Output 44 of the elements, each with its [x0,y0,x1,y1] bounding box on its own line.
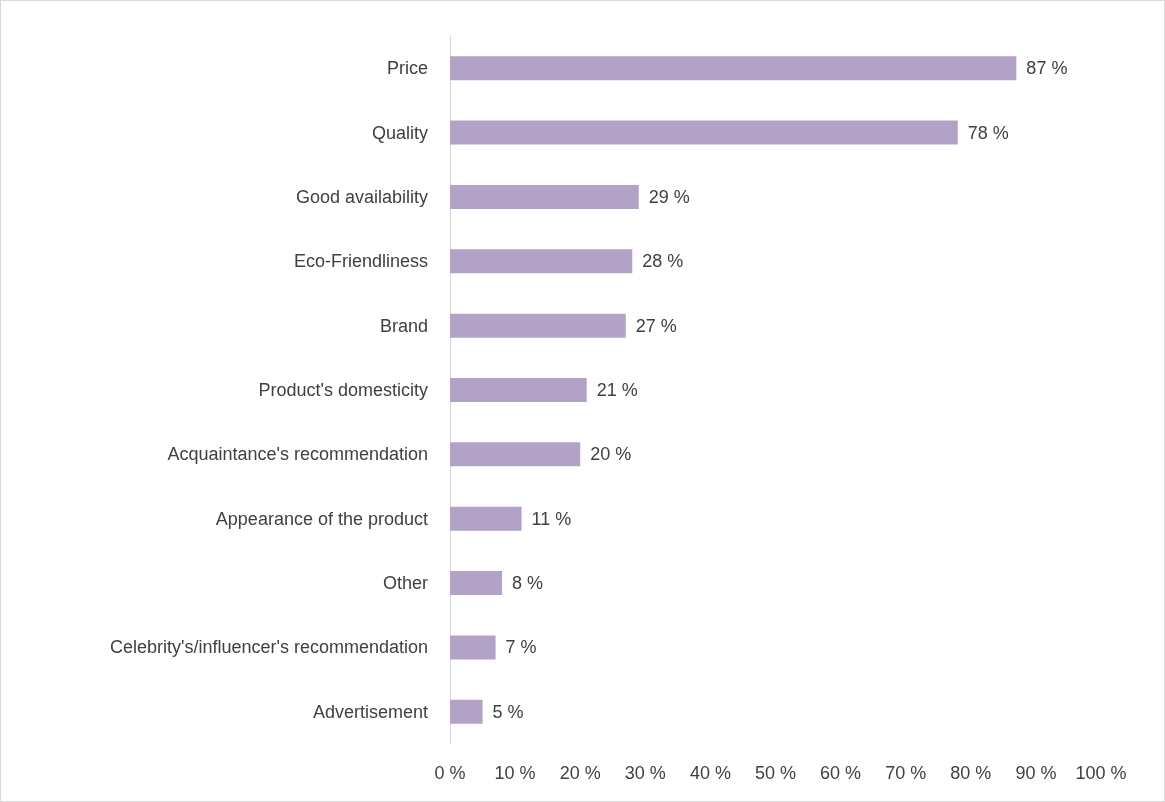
y-tick-label: Price [386,58,428,79]
data-label: 21 % [596,380,638,400]
y-tick-label: Quality [371,122,428,143]
y-tick-label: Acquaintance's recommendation [167,444,428,465]
bar [450,699,483,724]
x-tick-label: 90 % [1015,763,1057,783]
data-label: 78 % [967,122,1009,143]
y-tick-label: Appearance of the product [215,508,428,529]
x-tick-label: 10 % [494,763,536,783]
bar [450,506,522,531]
x-tick-label: 20 % [559,763,601,783]
data-label: 27 % [635,315,677,336]
data-label: 5 % [492,701,524,722]
data-label: 7 % [505,637,537,658]
bar [450,442,581,467]
x-tick-label: 70 % [885,763,927,783]
y-tick-label: Good availability [295,186,428,207]
y-tick-label: Product's domesticity [258,380,428,400]
x-tick-label: 0 % [434,763,466,783]
y-tick-label: Celebrity's/influencer's recommendation [109,637,428,658]
bar [450,378,587,402]
x-tick-label: 50 % [754,763,797,783]
data-label: 8 % [512,573,544,594]
data-label: 20 % [590,444,632,465]
y-tick-label: Advertisement [312,701,428,722]
bar [450,184,639,209]
y-tick-label: Eco-Friendliness [293,251,428,272]
x-tick-label: 30 % [624,763,666,783]
bar [450,313,626,338]
data-label: 29 % [648,186,690,207]
x-tick-label: 100 % [1075,763,1127,783]
y-tick-label: Other [382,573,428,594]
data-label: 11 % [531,508,572,529]
x-tick-label: 60 % [820,763,862,783]
data-label: 87 % [1026,58,1068,79]
bar [450,120,958,145]
x-tick-label: 40 % [689,763,731,783]
bar [450,571,503,596]
data-label: 28 % [642,251,684,272]
bar [450,635,496,660]
x-tick-label: 80 % [950,763,992,783]
y-tick-label: Brand [379,315,428,336]
bar [450,56,1017,81]
bar [450,249,633,274]
